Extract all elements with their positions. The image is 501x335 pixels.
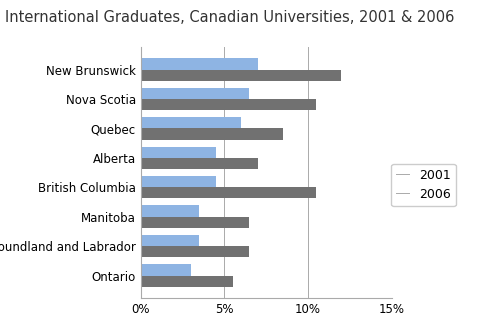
Bar — [140, 69, 341, 81]
Bar — [140, 99, 316, 110]
Bar — [140, 235, 199, 246]
Legend: 2001, 2006: 2001, 2006 — [391, 164, 455, 206]
Bar — [140, 276, 232, 287]
Bar — [140, 147, 215, 158]
Bar — [140, 205, 199, 217]
Bar — [140, 264, 190, 276]
Bar — [140, 176, 215, 187]
Bar — [140, 158, 257, 169]
Bar — [140, 187, 316, 198]
Bar — [140, 88, 249, 99]
Bar — [140, 128, 282, 140]
Bar — [140, 58, 257, 69]
Bar — [140, 117, 240, 128]
Bar — [140, 217, 249, 228]
Text: International Graduates, Canadian Universities, 2001 & 2006: International Graduates, Canadian Univer… — [5, 10, 453, 25]
Bar — [140, 246, 249, 257]
